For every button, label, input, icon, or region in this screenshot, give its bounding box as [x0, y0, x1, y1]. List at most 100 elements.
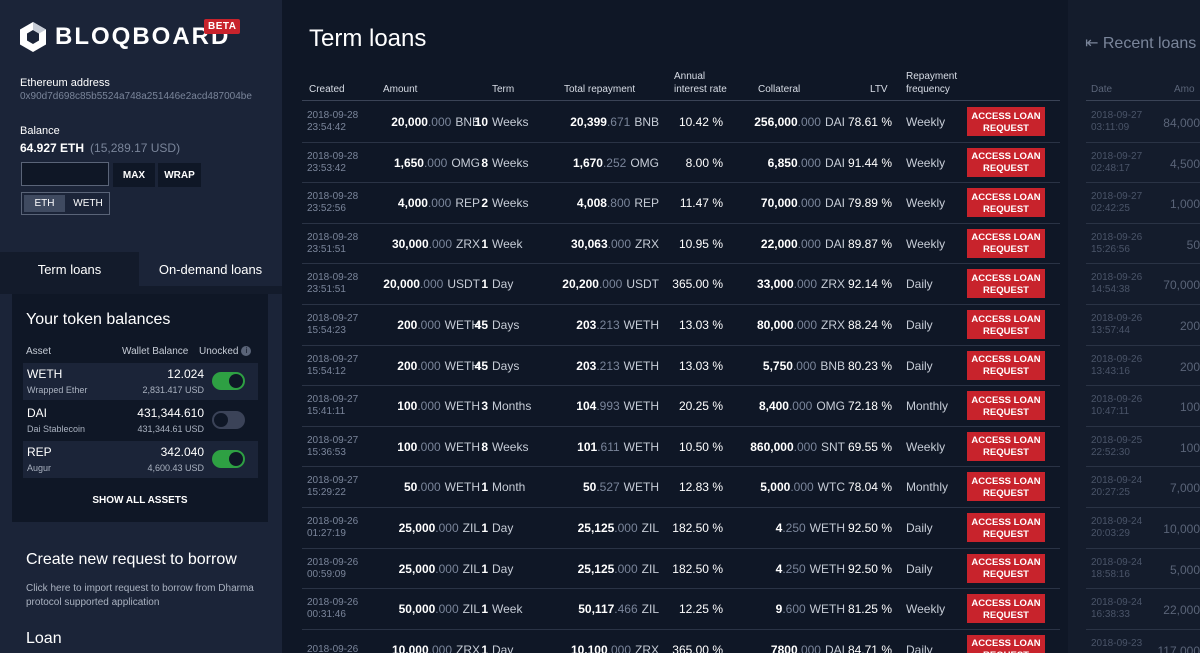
- loan-row: 2018-09-27 15:36:53 100.000 WETH 8 Weeks 101.6…: [302, 427, 1060, 468]
- frequency-cell: Daily: [906, 521, 933, 535]
- recent-row: 2018-09-24 18:58:16 5,000: [1086, 549, 1200, 590]
- recent-date: 2018-09-27 02:42:25: [1091, 191, 1142, 215]
- term-number: 1: [481, 277, 488, 292]
- collateral-dec: .000: [797, 155, 821, 170]
- access-label-line1: ACCESS LOAN: [971, 272, 1041, 284]
- info-icon[interactable]: i: [241, 346, 252, 357]
- recent-amount: 200: [1179, 319, 1200, 333]
- total-repayment-unit: ZIL: [641, 602, 659, 617]
- recent-date-time: 14:54:38: [1091, 284, 1130, 296]
- term-unit: Weeks: [492, 115, 529, 129]
- rate-cell: 365.00 %: [672, 642, 723, 653]
- amount: 200.000 WETH: [362, 305, 480, 345]
- amount-dec: .000: [417, 318, 441, 332]
- loan-row: 2018-09-27 15:29:22 50.000 WETH 1 Month 50.527…: [302, 467, 1060, 508]
- tab-term-loans[interactable]: Term loans: [0, 252, 139, 286]
- total-repayment-dec: .000: [614, 521, 638, 535]
- term-cell: 1 Month: [472, 467, 532, 507]
- access-label-line1: ACCESS LOAN: [971, 557, 1041, 569]
- created-cell: 2018-09-27 15:54:12: [307, 346, 358, 386]
- show-all-assets-button[interactable]: SHOW ALL ASSETS: [92, 495, 188, 506]
- ltv-cell: 92.50 %: [847, 521, 892, 535]
- term-unit: Week: [492, 602, 523, 617]
- amount-unit: ZRX: [456, 642, 480, 653]
- total-repayment-dec: .000: [598, 277, 623, 292]
- toggle-knob: [214, 413, 228, 427]
- unlock-toggle[interactable]: [212, 450, 245, 468]
- amount-input[interactable]: [21, 162, 109, 186]
- total-repayment-dec: .213: [596, 318, 620, 332]
- total-repayment-unit: WETH: [623, 439, 659, 454]
- access-label-line2: REQUEST: [983, 284, 1029, 296]
- created-time: 15:36:53: [307, 446, 346, 458]
- created-cell: 2018-09-26 01:27:19: [307, 508, 358, 548]
- collateral-unit: DAI: [824, 236, 845, 251]
- token-balances-title: Your token balances: [26, 311, 171, 328]
- recent-loans-title[interactable]: ⇤ Recent loans: [1085, 33, 1196, 53]
- recent-date-day: 2018-09-26: [1091, 272, 1143, 284]
- token-name: Wrapped Ether: [27, 385, 88, 395]
- term-unit: Weeks: [492, 196, 529, 211]
- ltv-cell: 78.04 %: [847, 480, 892, 495]
- collateral-int: 22,000: [760, 236, 798, 251]
- logo[interactable]: BLOQBOARD BETA: [20, 19, 241, 52]
- total-repayment: 104.993 WETH: [542, 386, 659, 426]
- tab-on-demand-loans[interactable]: On-demand loans: [139, 252, 282, 286]
- frequency-cell: Weekly: [906, 196, 946, 211]
- unlock-toggle[interactable]: [212, 411, 245, 429]
- recent-date-time: 02:48:17: [1091, 162, 1130, 174]
- loan-tabs: Term loans On-demand loans: [0, 252, 282, 286]
- max-button[interactable]: MAX: [113, 163, 155, 187]
- created-time: 01:27:19: [307, 528, 346, 539]
- seg-eth[interactable]: ETH: [24, 195, 65, 212]
- created-cell: 2018-09-26 00:59:09: [307, 549, 358, 589]
- col-term: Term: [492, 84, 515, 95]
- unlock-toggle[interactable]: [212, 372, 245, 390]
- loan-heading: Loan: [26, 630, 62, 647]
- term-unit: Weeks: [492, 439, 529, 454]
- bloqboard-logo-icon: [20, 22, 46, 52]
- token-balance: 342.040: [160, 445, 204, 459]
- amount: 100.000 WETH: [362, 386, 480, 426]
- total-repayment-dec: .527: [596, 480, 620, 495]
- total-repayment-int: 25,125: [577, 561, 615, 576]
- collateral-unit: BNB: [820, 358, 845, 373]
- loan-row: 2018-09-27 15:54:23 200.000 WETH 45 Days 203.2…: [302, 305, 1060, 346]
- col-collateral: Collateral: [758, 84, 801, 95]
- recent-row: 2018-09-27 02:48:17 4,500: [1086, 143, 1200, 184]
- total-repayment: 10,100.000 ZRX: [542, 630, 659, 653]
- recent-table-header: Date Amo: [1086, 66, 1200, 101]
- recent-row: 2018-09-23 117,000: [1086, 630, 1200, 653]
- col-ltv: LTV: [870, 84, 888, 95]
- seg-weth[interactable]: WETH: [73, 198, 103, 209]
- ltv-cell: 91.44 %: [847, 155, 892, 170]
- total-repayment-int: 203: [576, 358, 597, 373]
- col-frequency: Repayment frequency: [906, 70, 957, 96]
- collateral-dec: .000: [792, 358, 817, 373]
- access-label-line1: ACCESS LOAN: [971, 110, 1041, 122]
- collateral-dec: .000: [797, 236, 821, 251]
- loan-row: 2018-09-28 23:53:42 1,650.000 OMG 8 Weeks 1,67…: [302, 143, 1060, 184]
- access-label-line1: ACCESS LOAN: [971, 394, 1041, 406]
- amount-int: 20,000: [383, 277, 420, 292]
- wrap-button[interactable]: WRAP: [158, 163, 201, 187]
- term-unit: Days: [492, 318, 520, 332]
- rate-cell: 10.95 %: [678, 236, 723, 251]
- create-request-title[interactable]: Create new request to borrow: [26, 551, 237, 568]
- recent-date: 2018-09-24 16:38:33: [1091, 597, 1142, 621]
- recent-amount: 1,000: [1169, 197, 1200, 212]
